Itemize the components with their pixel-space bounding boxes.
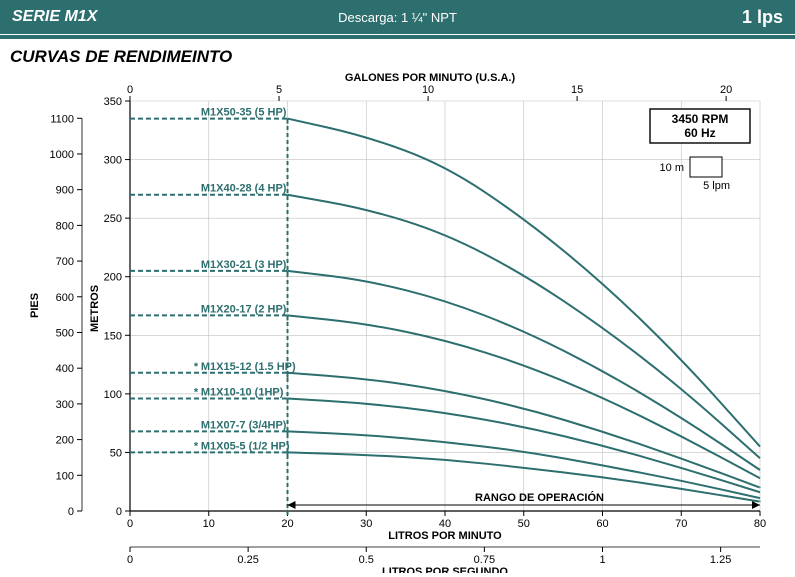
svg-text:0: 0 — [127, 518, 133, 530]
header-discharge: Descarga: 1 ¼" NPT — [269, 10, 526, 25]
performance-chart: 05101520GALONES POR MINUTO (U.S.A.)05010… — [0, 73, 795, 573]
svg-text:1100: 1100 — [50, 113, 74, 125]
svg-text:LITROS POR SEGUNDO: LITROS POR SEGUNDO — [382, 566, 508, 573]
svg-text:700: 700 — [56, 256, 74, 268]
svg-text:60 Hz: 60 Hz — [684, 126, 715, 140]
svg-text:3450 RPM: 3450 RPM — [672, 112, 729, 126]
svg-text:15: 15 — [571, 84, 583, 96]
svg-text:0: 0 — [68, 506, 74, 518]
svg-text:0: 0 — [127, 84, 133, 96]
svg-text:1000: 1000 — [50, 149, 74, 161]
svg-text:350: 350 — [104, 96, 122, 108]
svg-text:20: 20 — [281, 518, 293, 530]
svg-text:*: * — [194, 387, 199, 399]
svg-text:10: 10 — [422, 84, 434, 96]
svg-text:800: 800 — [56, 220, 74, 232]
svg-text:150: 150 — [104, 330, 122, 342]
svg-text:100: 100 — [56, 470, 74, 482]
svg-text:1: 1 — [599, 554, 605, 566]
svg-text:20: 20 — [720, 84, 732, 96]
svg-text:400: 400 — [56, 363, 74, 375]
svg-text:50: 50 — [518, 518, 530, 530]
svg-text:30: 30 — [360, 518, 372, 530]
section-title: CURVAS DE RENDIMEINTO — [0, 39, 795, 73]
svg-text:LITROS POR MINUTO: LITROS POR MINUTO — [388, 530, 502, 542]
svg-text:M1X07-7 (3/4HP): M1X07-7 (3/4HP) — [201, 419, 287, 431]
svg-text:RANGO DE OPERACIÓN: RANGO DE OPERACIÓN — [475, 491, 604, 504]
svg-text:M1X20-17 (2 HP): M1X20-17 (2 HP) — [201, 303, 287, 315]
svg-text:1.25: 1.25 — [710, 554, 731, 566]
svg-text:5 lpm: 5 lpm — [703, 180, 730, 192]
svg-text:0: 0 — [127, 554, 133, 566]
svg-text:60: 60 — [596, 518, 608, 530]
svg-text:100: 100 — [104, 389, 122, 401]
svg-text:M1X10-10 (1HP): M1X10-10 (1HP) — [201, 387, 284, 399]
svg-text:M1X30-21 (3 HP): M1X30-21 (3 HP) — [201, 259, 287, 271]
svg-text:500: 500 — [56, 327, 74, 339]
header-bar: SERIE M1X Descarga: 1 ¼" NPT 1 lps — [0, 0, 795, 34]
svg-text:5: 5 — [276, 84, 282, 96]
svg-text:600: 600 — [56, 292, 74, 304]
svg-text:200: 200 — [104, 272, 122, 284]
svg-text:0: 0 — [116, 506, 122, 518]
svg-text:300: 300 — [56, 399, 74, 411]
svg-text:M1X50-35 (5 HP): M1X50-35 (5 HP) — [201, 107, 287, 119]
svg-text:10 m: 10 m — [660, 162, 684, 174]
svg-text:M1X15-12 (1.5 HP): M1X15-12 (1.5 HP) — [201, 361, 296, 373]
header-series: SERIE M1X — [12, 8, 269, 26]
svg-text:*: * — [194, 440, 199, 452]
svg-text:200: 200 — [56, 435, 74, 447]
svg-text:*: * — [194, 361, 199, 373]
svg-text:METROS: METROS — [89, 285, 101, 332]
svg-text:0.25: 0.25 — [237, 554, 258, 566]
svg-text:40: 40 — [439, 518, 451, 530]
svg-text:50: 50 — [110, 447, 122, 459]
svg-text:10: 10 — [203, 518, 215, 530]
svg-text:900: 900 — [56, 185, 74, 197]
svg-text:PIES: PIES — [29, 293, 41, 318]
svg-text:GALONES POR MINUTO (U.S.A.): GALONES POR MINUTO (U.S.A.) — [345, 73, 516, 84]
svg-text:0.5: 0.5 — [359, 554, 374, 566]
svg-text:M1X40-28 (4 HP): M1X40-28 (4 HP) — [201, 183, 287, 195]
svg-text:70: 70 — [675, 518, 687, 530]
svg-text:M1X05-5 (1/2 HP): M1X05-5 (1/2 HP) — [201, 440, 290, 452]
svg-text:0.75: 0.75 — [474, 554, 495, 566]
svg-text:80: 80 — [754, 518, 766, 530]
svg-text:250: 250 — [104, 213, 122, 225]
header-flow: 1 lps — [526, 7, 783, 28]
svg-text:300: 300 — [104, 155, 122, 167]
